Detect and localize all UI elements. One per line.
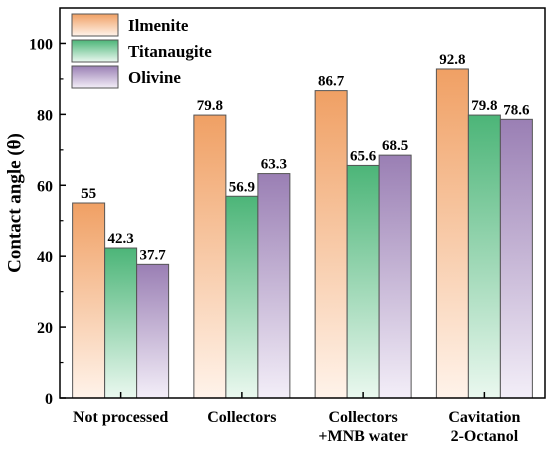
y-axis: 0 20 40 60 80 100: [29, 36, 66, 408]
data-label: 68.5: [382, 138, 408, 154]
data-label: 42.3: [108, 231, 134, 247]
y-tick-label: 60: [37, 178, 53, 195]
data-label: 63.3: [261, 157, 287, 173]
bar-ilmenite-1: [193, 114, 227, 399]
y-tick-label: 40: [37, 249, 53, 266]
data-label: 92.8: [439, 52, 465, 68]
y-tick-label: 80: [37, 107, 53, 124]
data-label: 79.8: [471, 98, 497, 114]
bar-olivine-0: [136, 263, 170, 399]
legend-label-titanaugite: Titanaugite: [128, 42, 212, 61]
x-tick-label: Collectors: [328, 409, 397, 426]
data-labels-layer: 55 42.3 37.7 79.8 56.9 63.3 86.7 65.6 68.5 92.8 79…: [81, 52, 530, 263]
data-label: 79.8: [197, 98, 223, 114]
data-label: 37.7: [140, 247, 167, 263]
data-label: 86.7: [318, 74, 345, 90]
bar-olivine-2: [378, 154, 412, 399]
data-label: 78.6: [503, 102, 530, 118]
y-tick-label: 100: [29, 36, 53, 53]
bar-titanaugite-0: [104, 247, 138, 399]
data-label: 55: [81, 186, 96, 202]
x-tick-label: Collectors: [207, 409, 276, 426]
bar-olivine-1: [257, 173, 291, 399]
x-tick-label: 2-Octanol: [451, 428, 519, 445]
y-tick-label: 20: [37, 320, 53, 337]
bar-ilmenite-3: [435, 68, 469, 399]
legend-swatch-olivine: [71, 65, 119, 89]
legend-label-olivine: Olivine: [128, 68, 181, 87]
x-tick-label: +MNB water: [318, 428, 408, 445]
bar-ilmenite-0: [72, 202, 106, 399]
data-label: 65.6: [350, 148, 377, 164]
legend: Ilmenite Titanaugite Olivine: [71, 13, 212, 89]
data-label: 56.9: [229, 179, 255, 195]
bar-titanaugite-2: [346, 164, 380, 399]
bars-layer: [72, 68, 533, 399]
y-tick-label: 0: [45, 391, 53, 408]
bar-titanaugite-3: [467, 114, 501, 399]
x-tick-label: Cavitation: [448, 409, 520, 426]
x-tick-label: Not processed: [73, 409, 168, 426]
bar-ilmenite-2: [314, 90, 348, 399]
bar-titanaugite-1: [225, 195, 259, 399]
legend-swatch-ilmenite: [71, 13, 119, 37]
plot-frame: [59, 7, 546, 399]
bar-olivine-3: [499, 118, 533, 399]
x-axis: Not processed Collectors Collectors +MNB wa…: [73, 392, 520, 445]
legend-swatch-titanaugite: [71, 39, 119, 63]
y-axis-label: Contact angle (θ): [4, 133, 25, 273]
legend-label-ilmenite: Ilmenite: [128, 16, 189, 35]
